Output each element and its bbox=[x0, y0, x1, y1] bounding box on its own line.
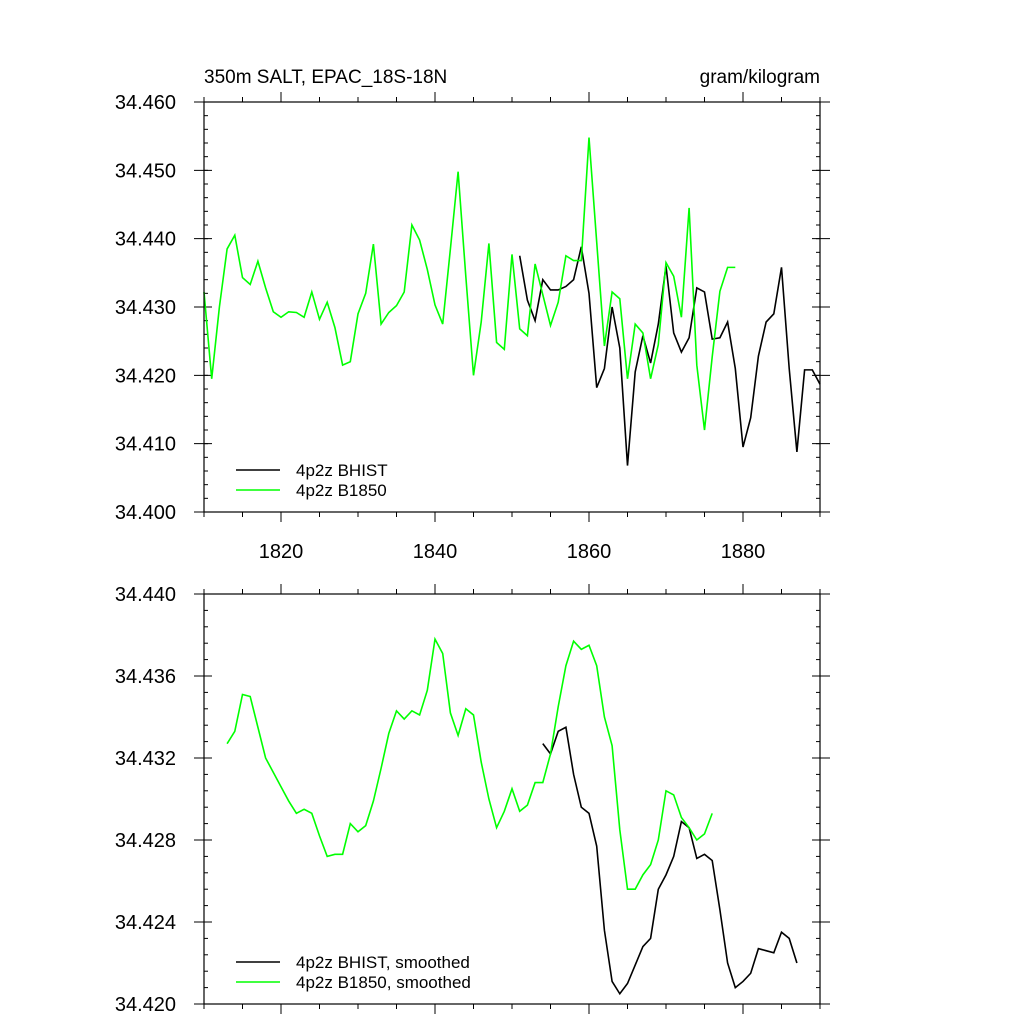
y-tick-label: 34.424 bbox=[115, 912, 176, 934]
y-tick-label: 34.420 bbox=[115, 994, 176, 1016]
y-tick-label: 34.410 bbox=[115, 434, 176, 456]
legend-label: 4p2z B1850 bbox=[296, 481, 387, 500]
legend-label: 4p2z BHIST, smoothed bbox=[296, 953, 470, 972]
x-tick-label: 1880 bbox=[721, 541, 766, 563]
y-tick-label: 34.460 bbox=[115, 92, 176, 114]
y-tick-label: 34.400 bbox=[115, 502, 176, 524]
y-tick-label: 34.432 bbox=[115, 748, 176, 770]
y-tick-label: 34.420 bbox=[115, 365, 176, 387]
plot-frame bbox=[203, 593, 821, 1005]
x-tick-label: 1860 bbox=[567, 541, 612, 563]
series-line-b1850 bbox=[226, 636, 713, 891]
y-tick-label: 34.440 bbox=[115, 229, 176, 251]
series-line-b1850 bbox=[203, 137, 736, 431]
y-tick-label: 34.450 bbox=[115, 160, 176, 182]
panel-title-left: 350m SALT, EPAC_18S-18N bbox=[204, 67, 447, 88]
y-tick-label: 34.436 bbox=[115, 666, 176, 688]
y-tick-label: 34.440 bbox=[115, 584, 176, 606]
top-panel: 350m SALT, EPAC_18S-18N gram/kilogram 34… bbox=[115, 67, 830, 563]
series-line-bhist bbox=[542, 726, 798, 996]
bottom-panel: 34.420 34.424 34.428 34.432 34.436 34.440 4p2z… bbox=[115, 584, 830, 1016]
legend-label: 4p2z BHIST bbox=[296, 461, 388, 480]
y-tick-label: 34.428 bbox=[115, 830, 176, 852]
y-tick-label: 34.430 bbox=[115, 297, 176, 319]
plot-frame bbox=[203, 101, 821, 513]
legend-label: 4p2z B1850, smoothed bbox=[296, 973, 471, 992]
x-tick-label: 1840 bbox=[413, 541, 458, 563]
x-tick-label: 1820 bbox=[259, 541, 304, 563]
panel-title-units: gram/kilogram bbox=[700, 67, 820, 88]
series-line-bhist bbox=[518, 246, 821, 466]
